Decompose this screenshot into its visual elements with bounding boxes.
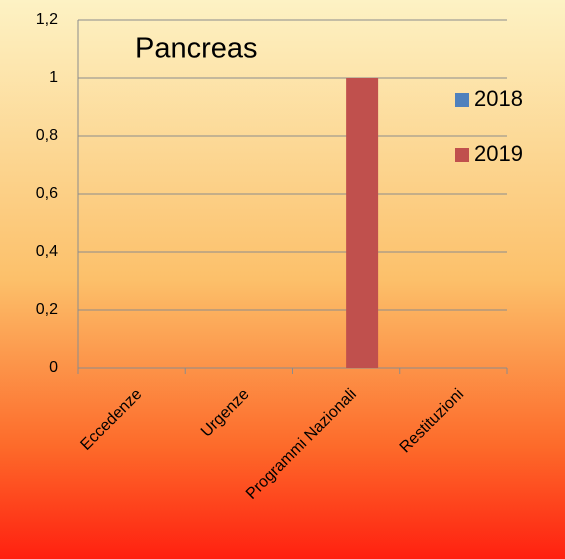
y-tick-label: 0 (49, 359, 58, 376)
chart-title: Pancreas (135, 33, 258, 65)
legend-label: 2019 (474, 141, 523, 166)
y-tick-label: 0,4 (36, 243, 58, 260)
y-tick-label: 0,2 (36, 301, 58, 318)
y-tick-label: 1,2 (36, 11, 58, 28)
legend-swatch (455, 148, 469, 162)
y-tick-label: 1 (49, 69, 58, 86)
bar (346, 78, 379, 368)
legend-swatch (455, 93, 469, 107)
y-tick-label: 0,8 (36, 127, 58, 144)
legend-label: 2018 (474, 86, 523, 111)
y-tick-label: 0,6 (36, 185, 58, 202)
